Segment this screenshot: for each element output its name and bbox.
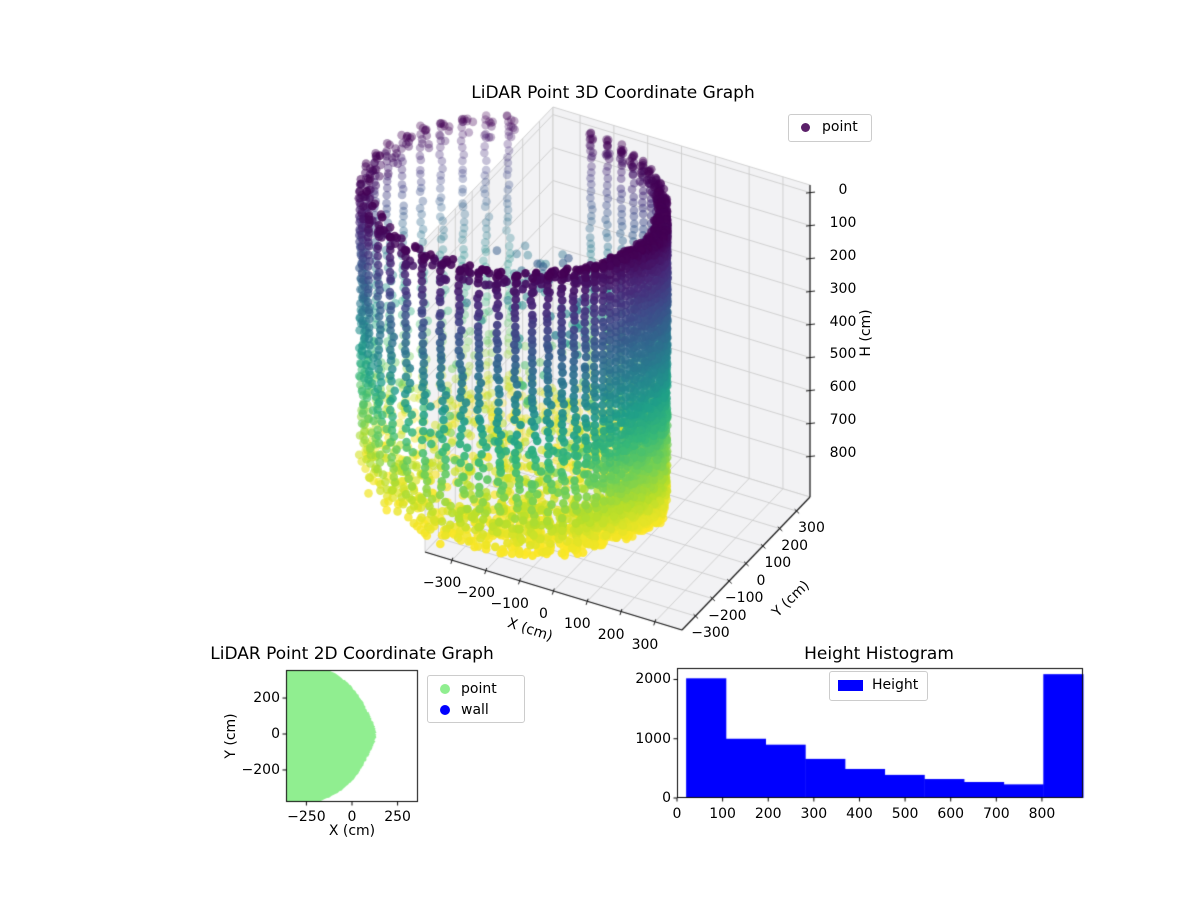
legend-3d-point-label: point xyxy=(822,119,858,135)
y-tick-label-hist: 2000 xyxy=(635,671,671,688)
x-tick-label-3d: −300 xyxy=(422,575,462,592)
y-tick-label-3d: 100 xyxy=(764,555,792,571)
x-tick-label-hist: 600 xyxy=(937,806,965,822)
y-tick-label-2d: 200 xyxy=(253,690,280,707)
height-swatch-icon xyxy=(838,679,863,691)
title-2d: LiDAR Point 2D Coordinate Graph xyxy=(210,644,494,664)
y-tick-label-3d: −200 xyxy=(708,607,747,624)
x-tick-label-3d: −200 xyxy=(456,585,496,602)
x-tick-label-hist: 700 xyxy=(982,806,1010,822)
y-tick-label-3d: 200 xyxy=(781,537,809,554)
h-tick-label-3d: 700 xyxy=(829,412,857,429)
x-tick-label-2d: 250 xyxy=(384,809,411,825)
wall-marker-icon xyxy=(440,704,450,715)
y-tick-label-3d: −100 xyxy=(724,590,764,606)
x-axis-label-2d: X (cm) xyxy=(328,823,376,839)
point-marker-icon xyxy=(440,683,450,694)
legend-histogram-label: Height xyxy=(872,677,919,693)
title-histogram: Height Histogram xyxy=(804,644,954,664)
x-tick-label-hist: 300 xyxy=(800,806,828,822)
h-tick-label-3d: 100 xyxy=(829,214,857,231)
y-tick-label-2d: 0 xyxy=(271,726,280,742)
h-tick-label-3d: 200 xyxy=(829,247,857,264)
legend-2d: point wall xyxy=(427,675,525,723)
point-marker-icon xyxy=(801,122,810,132)
x-tick-label-hist: 0 xyxy=(672,806,682,822)
y-tick-label-2d: −200 xyxy=(241,761,280,778)
x-tick-label-hist: 400 xyxy=(846,806,873,822)
title-3d: LiDAR Point 3D Coordinate Graph xyxy=(471,83,755,103)
x-tick-label-3d: 100 xyxy=(563,616,591,633)
h-tick-label-3d: 300 xyxy=(829,280,857,297)
h-axis-label-3d: H (cm) xyxy=(858,309,874,357)
h-tick-label-3d: 500 xyxy=(829,346,857,363)
y-tick-label-hist: 1000 xyxy=(635,730,671,747)
x-tick-label-3d: 0 xyxy=(539,606,548,622)
y-tick-label-3d: 300 xyxy=(798,520,825,536)
y-axis-label-2d: Y (cm) xyxy=(223,713,239,759)
legend-2d-wall-label: wall xyxy=(461,701,489,718)
h-tick-label-3d: 0 xyxy=(838,181,848,198)
legend-2d-point-label: point xyxy=(461,680,497,697)
x-tick-label-hist: 100 xyxy=(709,806,736,822)
y-tick-label-hist: 0 xyxy=(662,790,671,806)
x-tick-label-2d: −250 xyxy=(287,809,326,825)
x-tick-label-hist: 200 xyxy=(754,806,782,822)
legend-3d: point xyxy=(788,114,872,142)
x-tick-label-hist: 800 xyxy=(1028,806,1056,822)
y-tick-label-3d: −300 xyxy=(691,625,730,641)
y-tick-label-3d: 0 xyxy=(756,572,766,589)
x-tick-label-3d: 300 xyxy=(631,636,659,653)
x-tick-label-3d: 200 xyxy=(597,626,625,643)
x-tick-label-3d: −100 xyxy=(490,595,529,612)
h-tick-label-3d: 600 xyxy=(829,379,857,396)
x-tick-label-hist: 500 xyxy=(891,806,919,822)
h-tick-label-3d: 800 xyxy=(829,445,857,462)
x-tick-label-2d: 0 xyxy=(347,809,357,825)
h-tick-label-3d: 400 xyxy=(829,313,857,330)
legend-histogram: Height xyxy=(829,671,928,701)
